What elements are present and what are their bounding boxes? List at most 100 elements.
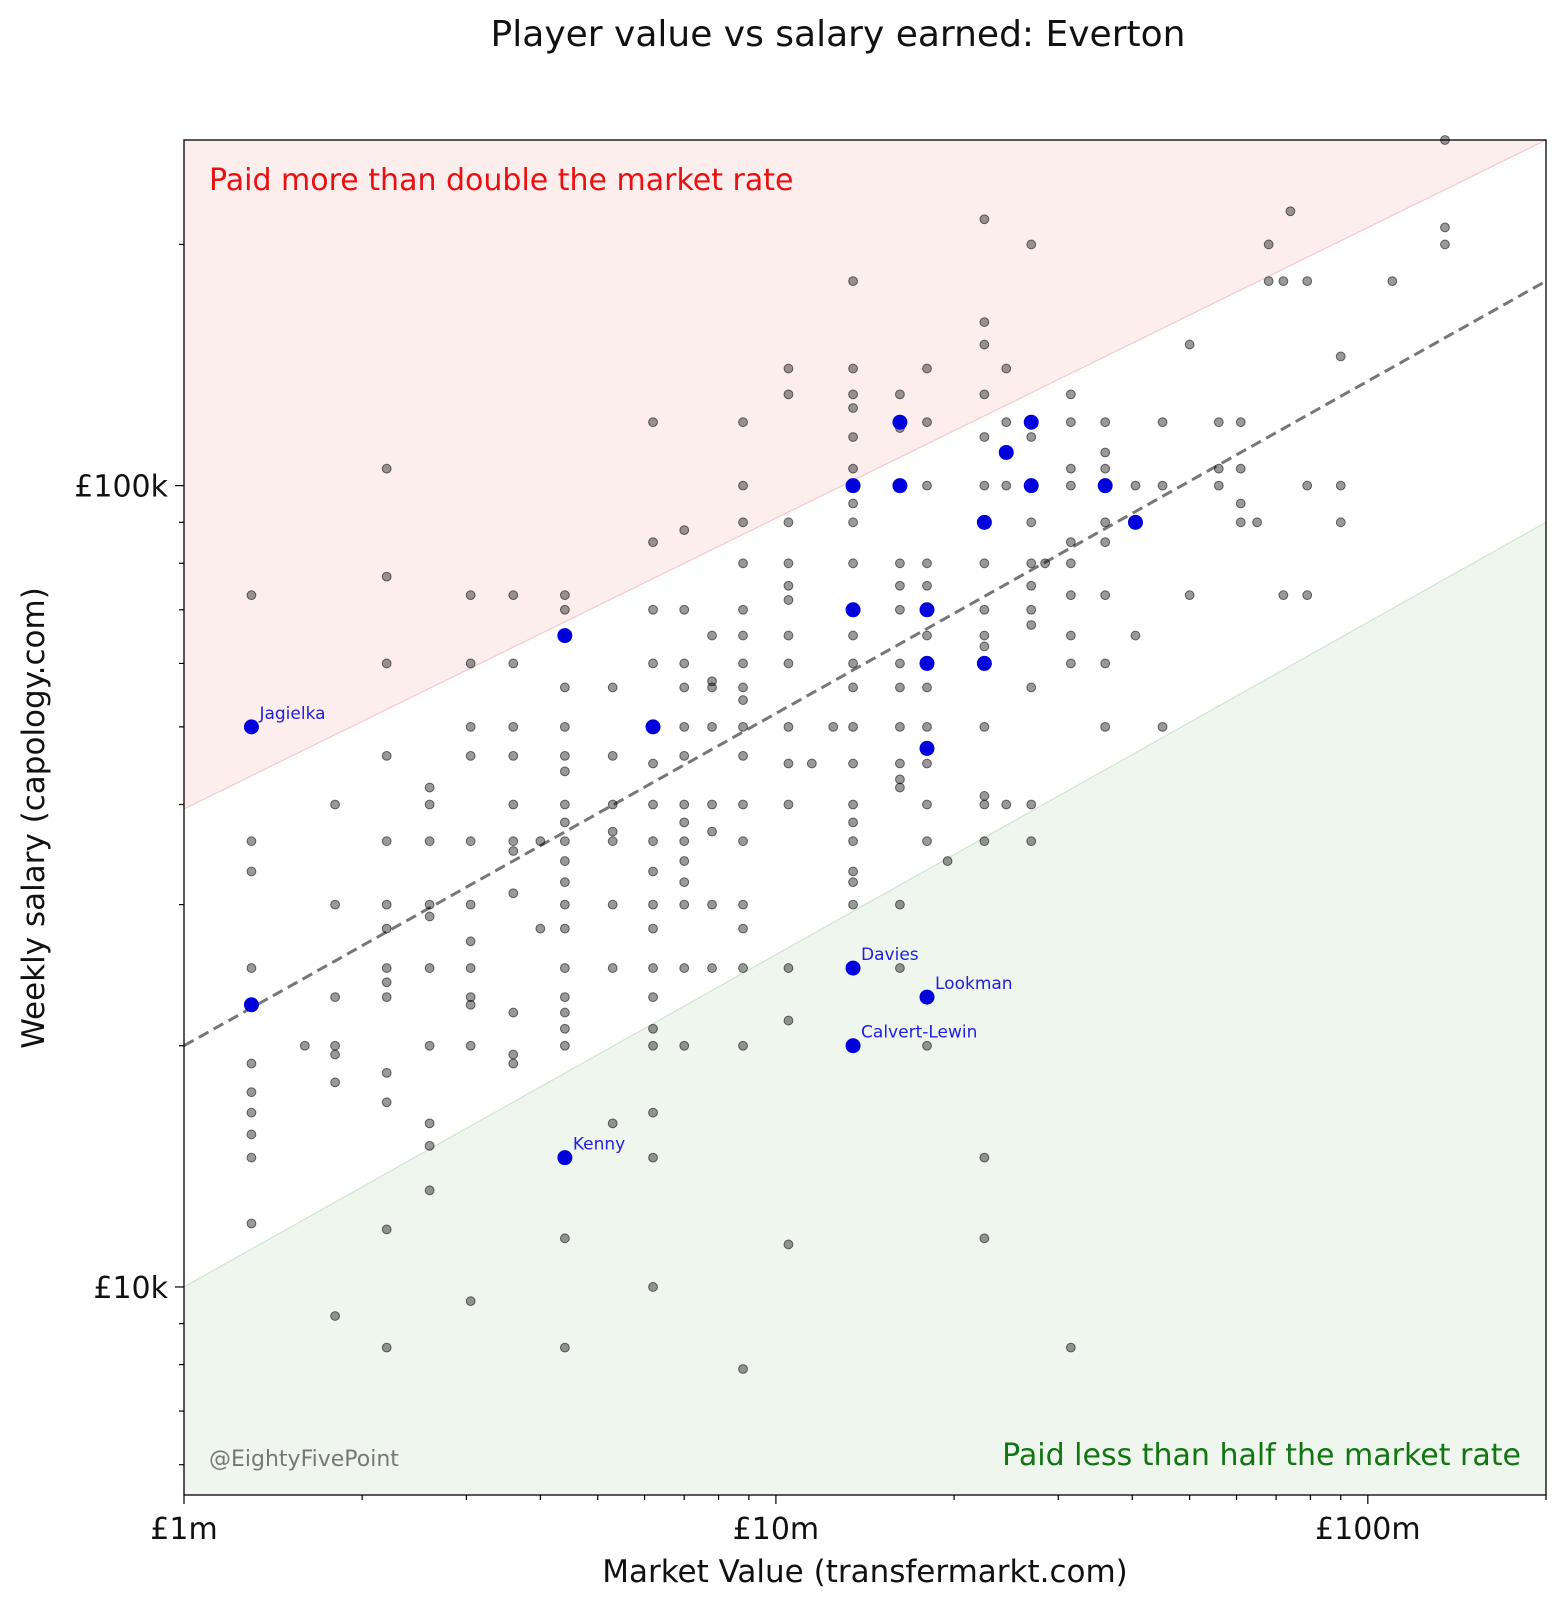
data-point xyxy=(895,774,905,785)
data-point xyxy=(979,836,990,847)
data-point xyxy=(465,936,476,947)
data-point xyxy=(648,992,658,1002)
player-label: Lookman xyxy=(935,974,1013,994)
data-point xyxy=(246,1058,257,1069)
data-point xyxy=(1100,590,1111,601)
data-point xyxy=(424,1185,435,1196)
data-point xyxy=(738,963,748,973)
data-point xyxy=(381,836,392,847)
data-point xyxy=(738,1364,748,1374)
data-point xyxy=(738,417,748,428)
data-point xyxy=(1213,480,1224,491)
data-point xyxy=(381,1097,392,1108)
data-point xyxy=(922,363,932,374)
data-point xyxy=(559,817,570,828)
data-point xyxy=(559,923,570,934)
data-point xyxy=(848,403,858,413)
data-point xyxy=(1065,558,1076,569)
data-point xyxy=(508,1007,519,1018)
data-point xyxy=(559,1040,570,1051)
data-point xyxy=(246,1107,257,1118)
data-point xyxy=(828,721,839,732)
data-point xyxy=(707,682,717,693)
data-point xyxy=(1252,517,1262,528)
data-point xyxy=(607,963,618,973)
data-point xyxy=(1263,239,1274,250)
data-point xyxy=(979,1152,990,1163)
data-point xyxy=(738,750,748,761)
data-point xyxy=(330,1311,340,1321)
data-point xyxy=(1100,447,1111,458)
data-point xyxy=(783,758,794,769)
data-point xyxy=(559,1342,570,1353)
everton-player-point xyxy=(845,602,861,618)
data-point xyxy=(246,1152,257,1163)
data-point xyxy=(895,604,905,615)
data-point xyxy=(559,992,570,1002)
data-point xyxy=(707,899,717,910)
data-point xyxy=(922,799,932,810)
data-point xyxy=(1026,604,1037,615)
data-point xyxy=(381,750,392,761)
overpaid-region-label: Paid more than double the market rate xyxy=(209,163,794,198)
data-point xyxy=(707,826,717,837)
everton-player-point xyxy=(1097,478,1113,494)
data-point xyxy=(424,1140,435,1151)
data-point xyxy=(1001,363,1012,374)
data-point xyxy=(424,799,435,810)
data-point xyxy=(508,799,519,810)
data-point xyxy=(979,641,990,652)
data-point xyxy=(707,963,717,973)
data-point xyxy=(922,558,932,569)
data-point xyxy=(848,389,858,400)
data-point xyxy=(895,963,905,973)
data-point xyxy=(648,799,658,810)
data-point xyxy=(1026,620,1037,630)
x-tick-label: £10m xyxy=(733,1512,819,1547)
data-point xyxy=(848,682,858,693)
data-point xyxy=(848,558,858,569)
data-point xyxy=(1335,517,1346,528)
data-point xyxy=(738,517,748,528)
data-point xyxy=(607,826,618,837)
data-point xyxy=(738,899,748,910)
data-point xyxy=(679,856,690,866)
data-point xyxy=(1302,276,1313,287)
data-point xyxy=(848,866,858,877)
data-point xyxy=(1001,480,1012,491)
data-point xyxy=(1184,590,1195,601)
data-point xyxy=(465,721,476,732)
data-point xyxy=(1335,480,1346,491)
data-point xyxy=(783,389,794,400)
data-point xyxy=(1026,558,1037,569)
data-point xyxy=(381,1224,392,1235)
data-point xyxy=(1026,836,1037,847)
data-point xyxy=(559,721,570,732)
data-point xyxy=(465,999,476,1010)
data-point xyxy=(559,1023,570,1034)
data-point xyxy=(895,580,905,591)
trend-line-layer xyxy=(183,279,1547,1048)
data-point xyxy=(895,721,905,732)
data-point xyxy=(508,750,519,761)
data-point xyxy=(381,992,392,1002)
data-point xyxy=(1213,417,1224,428)
data-point xyxy=(648,1040,658,1051)
data-point xyxy=(679,658,690,669)
data-point xyxy=(648,923,658,934)
data-point xyxy=(922,580,932,591)
data-point xyxy=(465,658,476,669)
data-point xyxy=(246,1218,257,1229)
data-point xyxy=(508,846,519,856)
everton-player-point xyxy=(1023,414,1039,430)
underpaid-region xyxy=(184,522,1546,1495)
data-point xyxy=(1130,480,1141,491)
data-point xyxy=(381,963,392,973)
data-point xyxy=(783,595,794,605)
data-point xyxy=(1065,417,1076,428)
data-point xyxy=(559,856,570,866)
data-point xyxy=(648,758,658,769)
data-point xyxy=(942,856,953,866)
data-point xyxy=(508,590,519,601)
